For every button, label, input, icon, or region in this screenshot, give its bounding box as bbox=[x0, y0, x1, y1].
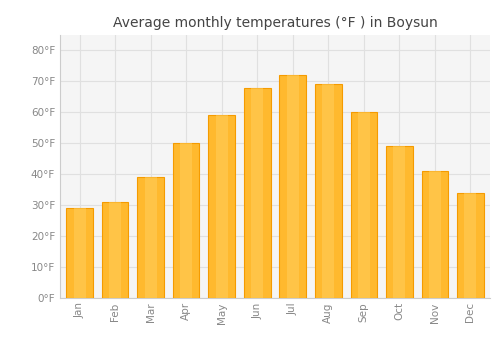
Bar bbox=[386, 146, 412, 298]
Bar bbox=[251, 88, 263, 298]
Bar bbox=[315, 84, 342, 298]
Bar bbox=[464, 193, 476, 298]
Bar bbox=[280, 75, 306, 298]
Bar bbox=[138, 177, 164, 298]
Bar bbox=[109, 202, 121, 298]
Bar bbox=[358, 112, 370, 298]
Bar bbox=[350, 112, 377, 298]
Bar bbox=[180, 143, 192, 298]
Bar bbox=[216, 115, 228, 298]
Bar bbox=[102, 202, 128, 298]
Bar bbox=[66, 208, 93, 298]
Bar bbox=[244, 88, 270, 298]
Bar bbox=[74, 208, 86, 298]
Bar bbox=[208, 115, 235, 298]
Bar bbox=[429, 171, 441, 298]
Bar bbox=[144, 177, 156, 298]
Bar bbox=[287, 75, 299, 298]
Bar bbox=[422, 171, 448, 298]
Bar bbox=[394, 146, 406, 298]
Bar bbox=[322, 84, 334, 298]
Bar bbox=[173, 143, 200, 298]
Bar bbox=[457, 193, 484, 298]
Title: Average monthly temperatures (°F ) in Boysun: Average monthly temperatures (°F ) in Bo… bbox=[112, 16, 438, 30]
